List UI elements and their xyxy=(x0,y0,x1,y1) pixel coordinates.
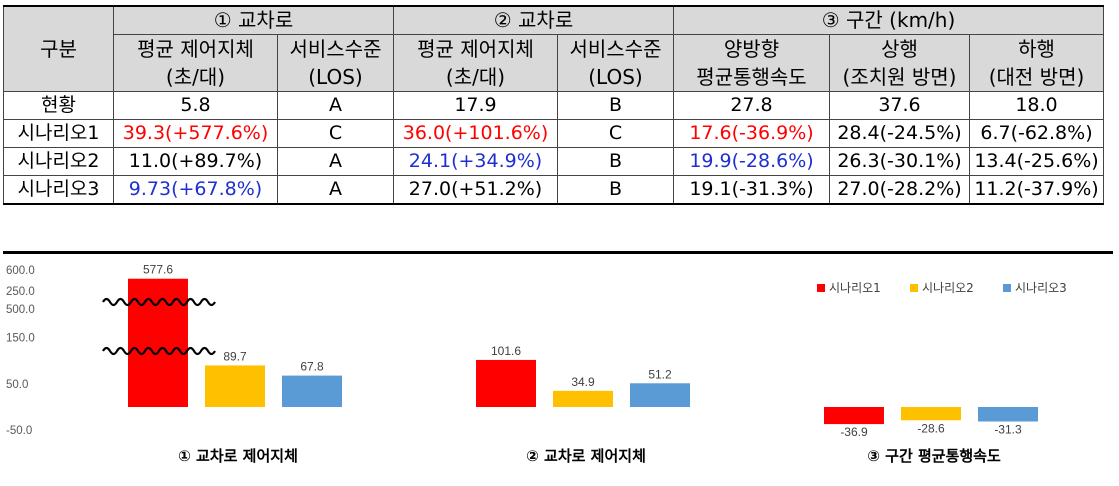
table-cell: 18.0 xyxy=(969,91,1104,120)
legend-swatch xyxy=(817,284,825,292)
header-line: 평균 제어지체 xyxy=(137,37,254,61)
data-label: 51.2 xyxy=(648,367,672,381)
bar xyxy=(630,383,690,407)
bar xyxy=(476,359,536,407)
table-cell: 19.1(-31.3%) xyxy=(673,175,830,205)
table-cell: A xyxy=(277,147,394,176)
table-cell: 39.3(+577.6%) xyxy=(113,119,278,148)
table-cell: 27.0(+51.2%) xyxy=(393,175,558,205)
data-label: -31.3 xyxy=(994,423,1022,437)
header-sub: 서비스수준 (LOS) xyxy=(277,34,394,92)
table-cell: 37.6 xyxy=(829,91,970,120)
data-label: 34.9 xyxy=(571,375,595,389)
header-group: ② 교차로 xyxy=(393,5,674,35)
legend-label: 시나리오3 xyxy=(1015,281,1067,295)
data-label: 101.6 xyxy=(491,344,521,358)
header-line: (LOS) xyxy=(308,65,363,89)
row-label: 현황 xyxy=(3,91,114,120)
bar-chart: 600.0 500.0 250.0 150.0 50.0 -50.0 577.6 101.6 -… xyxy=(6,263,1067,465)
bar xyxy=(824,407,884,425)
data-label: -28.6 xyxy=(917,421,945,435)
header-category: 구분 xyxy=(3,5,114,92)
y-tick-label: 150.0 xyxy=(6,333,35,345)
table-cell: A xyxy=(277,175,394,205)
table-cell: 17.6(-36.9%) xyxy=(673,119,830,148)
legend-swatch xyxy=(1003,284,1011,292)
legend-label: 시나리오2 xyxy=(922,281,974,295)
table-cell: 17.9 xyxy=(393,91,558,120)
table-cell: C xyxy=(277,119,394,148)
table-cell: B xyxy=(557,175,674,205)
table-cell: 27.8 xyxy=(673,91,830,120)
data-label: 67.8 xyxy=(300,360,324,374)
data-label: 89.7 xyxy=(223,349,247,363)
table-cell: 26.3(-30.1%) xyxy=(829,147,970,176)
table-row: 시나리오3 9.73(+67.8%) A 27.0(+51.2%) B 19.1(-31.… xyxy=(3,175,1104,205)
header-sub: 서비스수준 (LOS) xyxy=(557,34,674,92)
header-line: 하행 xyxy=(1018,37,1055,61)
table-cell: 27.0(-28.2%) xyxy=(829,175,970,205)
chart-panel: 600.0 500.0 250.0 150.0 50.0 -50.0 577.6 101.6 -… xyxy=(3,251,1113,486)
bar xyxy=(553,390,613,407)
table-cell: 28.4(-24.5%) xyxy=(829,119,970,148)
y-tick-label: 50.0 xyxy=(6,379,28,391)
header-sub: 평균 제어지체 (초/대) xyxy=(113,34,278,92)
header-line: 서비스수준 xyxy=(569,37,662,61)
y-tick-label: -50.0 xyxy=(6,425,32,437)
table-cell: 6.7(-62.8%) xyxy=(969,119,1104,148)
table-cell: 11.0(+89.7%) xyxy=(113,147,278,176)
header-sub: 하행 (대전 방면) xyxy=(969,34,1104,92)
table-cell: 5.8 xyxy=(113,91,278,120)
table-row: 현황 5.8 A 17.9 B 27.8 37.6 18.0 xyxy=(3,91,1104,120)
bar xyxy=(205,365,265,407)
header-line: (대전 방면) xyxy=(988,65,1085,89)
bar xyxy=(282,375,342,407)
header-line: 서비스수준 xyxy=(289,37,382,61)
table-cell: A xyxy=(277,91,394,120)
table-row: 시나리오1 39.3(+577.6%) C 36.0(+101.6%) C 17.6(-3… xyxy=(3,119,1104,148)
y-tick-label: 600.0 xyxy=(6,265,35,277)
header-group: ③ 구간 (km/h) xyxy=(673,5,1104,35)
table-cell: 11.2(-37.9%) xyxy=(969,175,1104,205)
table-cell: B xyxy=(557,147,674,176)
table-cell: 24.1(+34.9%) xyxy=(393,147,558,176)
bar xyxy=(128,278,188,407)
table-cell: 19.9(-28.6%) xyxy=(673,147,830,176)
header-line: 평균 제어지체 xyxy=(417,37,534,61)
row-label: 시나리오3 xyxy=(3,175,114,205)
header-sub: 상행 (조치원 방면) xyxy=(829,34,970,92)
header-line: 평균통행속도 xyxy=(696,65,807,89)
table-cell: C xyxy=(557,119,674,148)
table-cell: B xyxy=(557,91,674,120)
header-sub: 평균 제어지체 (초/대) xyxy=(393,34,558,92)
summary-table: 구분 ① 교차로 ② 교차로 ③ 구간 (km/h) 평균 제어지체 (초/대) 서비스수준… xyxy=(3,5,1104,205)
data-label: 577.6 xyxy=(143,263,173,277)
data-label: -36.9 xyxy=(840,425,868,439)
category-label: ① 교차로 제어지체 xyxy=(178,447,298,465)
header-group: ① 교차로 xyxy=(113,5,394,35)
bar xyxy=(901,407,961,421)
axis-break-mark xyxy=(102,346,216,356)
header-line: (초/대) xyxy=(445,65,506,89)
header-line: (LOS) xyxy=(588,65,643,89)
row-label: 시나리오2 xyxy=(3,147,114,176)
y-tick-label: 250.0 xyxy=(6,286,35,298)
row-label: 시나리오1 xyxy=(3,119,114,148)
legend-label: 시나리오1 xyxy=(829,281,881,295)
header-line: 양방향 xyxy=(723,37,780,61)
y-tick-label: 500.0 xyxy=(6,304,35,316)
header-line: (초/대) xyxy=(165,65,226,89)
header-line: (조치원 방면) xyxy=(842,65,957,89)
axis-break-mark xyxy=(102,297,216,307)
legend-swatch xyxy=(910,284,918,292)
category-label: ③ 구간 평균통행속도 xyxy=(867,447,1001,465)
table-cell: 9.73(+67.8%) xyxy=(113,175,278,205)
table-row: 시나리오2 11.0(+89.7%) A 24.1(+34.9%) B 19.9(-28.… xyxy=(3,147,1104,176)
table-cell: 13.4(-25.6%) xyxy=(969,147,1104,176)
bar xyxy=(978,407,1038,422)
category-label: ② 교차로 제어지체 xyxy=(526,447,646,465)
table-cell: 36.0(+101.6%) xyxy=(393,119,558,148)
header-line: 상행 xyxy=(881,37,918,61)
